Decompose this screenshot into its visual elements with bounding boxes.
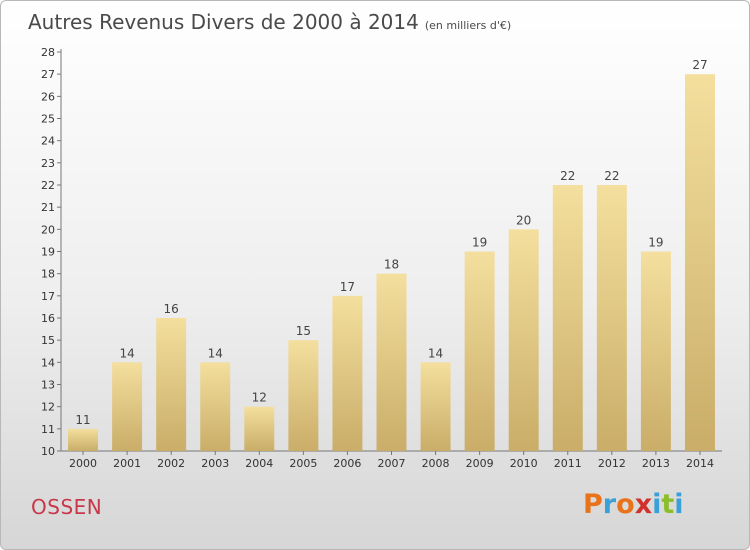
bar xyxy=(552,185,583,451)
y-tick-label: 23 xyxy=(41,157,55,170)
y-tick-label: 25 xyxy=(41,113,55,126)
proxiti-logo: Proxiti xyxy=(583,489,684,520)
x-tick-label: 2005 xyxy=(289,457,317,470)
x-tick-label: 2007 xyxy=(378,457,406,470)
bar xyxy=(464,251,495,451)
bar xyxy=(112,362,143,451)
bar xyxy=(596,185,627,451)
y-tick-label: 20 xyxy=(41,223,55,236)
data-label: 15 xyxy=(296,324,311,338)
logo-letter: x xyxy=(634,489,653,520)
bar xyxy=(156,318,187,451)
data-label: 27 xyxy=(692,58,707,72)
chart-title: Autres Revenus Divers de 2000 à 2014 (en … xyxy=(28,10,511,34)
y-tick-label: 21 xyxy=(41,201,55,214)
y-tick-label: 24 xyxy=(41,135,55,148)
chart-unit: (en milliers d'€) xyxy=(424,19,512,32)
x-tick-label: 2013 xyxy=(642,457,670,470)
data-label: 14 xyxy=(208,346,223,360)
data-label: 16 xyxy=(164,302,179,316)
x-tick-label: 2014 xyxy=(686,457,714,470)
x-tick-label: 2010 xyxy=(510,457,538,470)
x-tick-label: 2012 xyxy=(598,457,626,470)
city-name: OSSEN xyxy=(31,495,103,519)
bar xyxy=(420,362,451,451)
bar xyxy=(508,229,539,451)
y-tick-label: 18 xyxy=(41,268,55,281)
y-tick-label: 10 xyxy=(41,445,55,458)
data-label: 22 xyxy=(560,169,575,183)
data-label: 20 xyxy=(516,213,531,227)
data-label: 12 xyxy=(252,391,267,405)
y-tick-label: 19 xyxy=(41,246,55,259)
logo-letter: i xyxy=(652,489,662,520)
logo-letter: o xyxy=(616,489,635,520)
logo-letter: P xyxy=(583,489,603,520)
bar xyxy=(684,74,715,452)
logo-letter: i xyxy=(674,489,684,520)
y-tick-label: 26 xyxy=(41,90,55,103)
bar xyxy=(640,251,671,451)
y-tick-label: 11 xyxy=(41,423,55,436)
x-tick-label: 2011 xyxy=(554,457,582,470)
y-tick-label: 16 xyxy=(41,312,55,325)
y-tick-label: 15 xyxy=(41,334,55,347)
bar xyxy=(332,295,363,451)
logo-letter: r xyxy=(602,489,617,520)
y-tick-label: 27 xyxy=(41,68,55,81)
y-tick-label: 13 xyxy=(41,379,55,392)
x-tick-label: 2008 xyxy=(422,457,450,470)
x-tick-label: 2000 xyxy=(69,457,97,470)
bar xyxy=(288,340,319,451)
y-tick-label: 14 xyxy=(41,356,55,369)
data-label: 18 xyxy=(384,258,399,272)
bar xyxy=(244,406,275,451)
bar xyxy=(68,428,99,451)
bar xyxy=(376,273,407,451)
y-tick-label: 17 xyxy=(41,290,55,303)
data-label: 14 xyxy=(119,346,134,360)
logo-letter: t xyxy=(661,489,675,520)
x-tick-label: 2002 xyxy=(157,457,185,470)
x-tick-label: 2004 xyxy=(245,457,273,470)
data-label: 19 xyxy=(472,236,487,250)
x-tick-label: 2001 xyxy=(113,457,141,470)
data-label: 19 xyxy=(648,236,663,250)
bar xyxy=(200,362,231,451)
y-tick-label: 12 xyxy=(41,401,55,414)
chart-title-text: Autres Revenus Divers de 2000 à 2014 xyxy=(28,10,419,34)
data-label: 22 xyxy=(604,169,619,183)
data-label: 14 xyxy=(428,346,443,360)
data-label: 17 xyxy=(340,280,355,294)
x-tick-label: 2003 xyxy=(201,457,229,470)
y-tick-label: 28 xyxy=(41,46,55,59)
x-tick-label: 2009 xyxy=(466,457,494,470)
y-tick-label: 22 xyxy=(41,179,55,192)
data-label: 11 xyxy=(75,413,90,427)
x-tick-label: 2006 xyxy=(333,457,361,470)
